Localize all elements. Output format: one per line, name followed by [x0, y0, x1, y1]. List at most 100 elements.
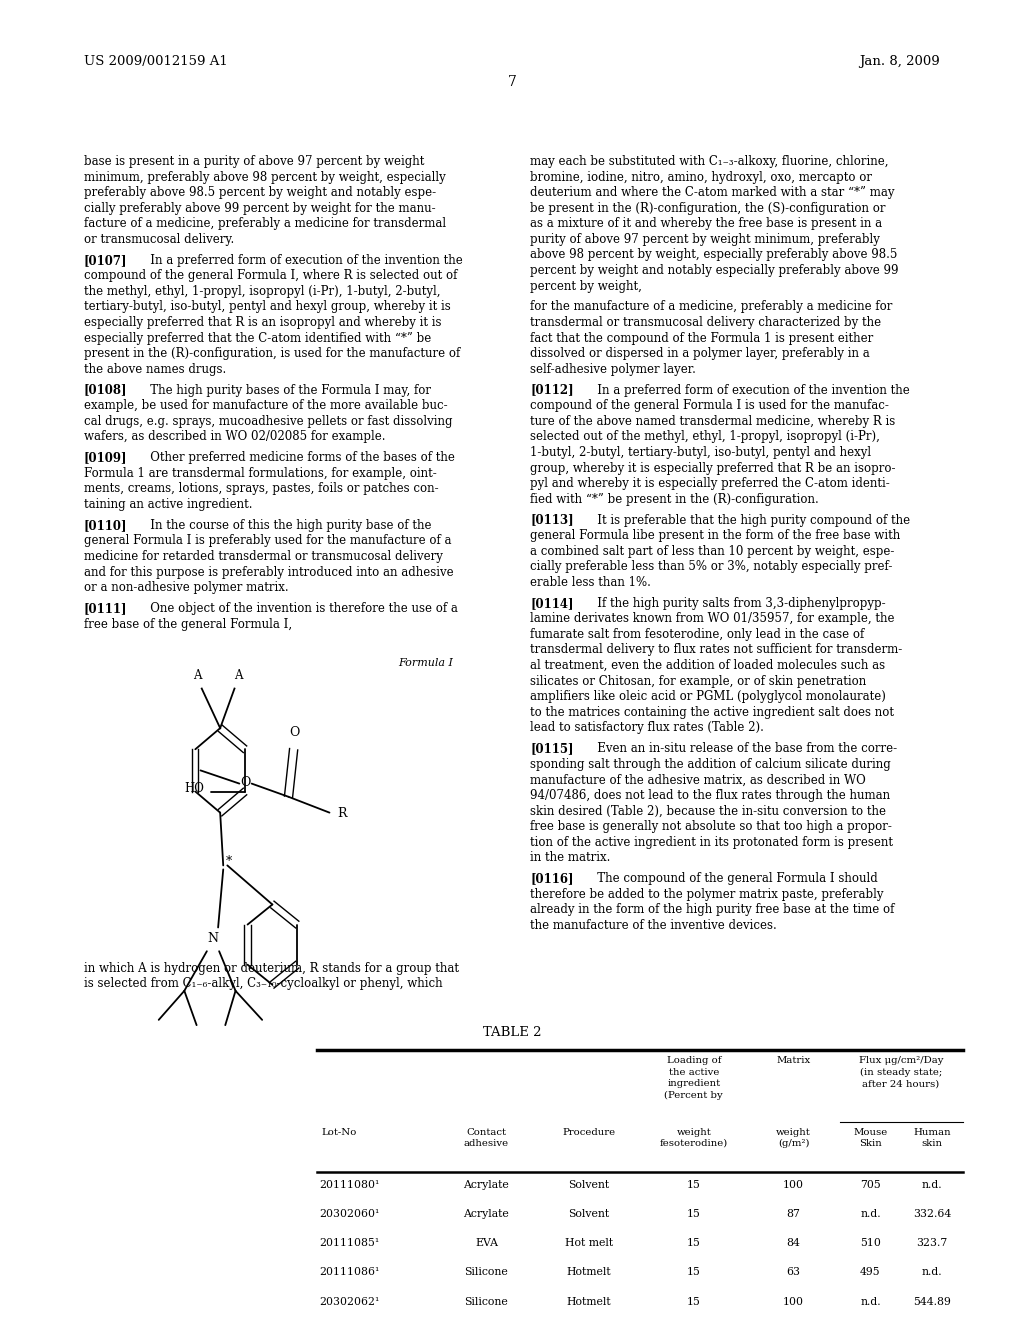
Text: 510: 510: [860, 1238, 881, 1249]
Text: EVA: EVA: [475, 1238, 498, 1249]
Text: percent by weight and notably especially preferably above 99: percent by weight and notably especially…: [530, 264, 899, 277]
Text: n.d.: n.d.: [860, 1209, 881, 1220]
Text: al treatment, even the addition of loaded molecules such as: al treatment, even the addition of loade…: [530, 659, 886, 672]
Text: the methyl, ethyl, 1-propyl, isopropyl (i-Pr), 1-butyl, 2-butyl,: the methyl, ethyl, 1-propyl, isopropyl (…: [84, 285, 440, 298]
Text: Hotmelt: Hotmelt: [566, 1267, 611, 1278]
Text: a combined salt part of less than 10 percent by weight, espe-: a combined salt part of less than 10 per…: [530, 545, 895, 557]
Text: In a preferred form of execution of the invention the: In a preferred form of execution of the …: [586, 384, 909, 396]
Text: O: O: [290, 726, 300, 739]
Text: cially preferable less than 5% or 3%, notably especially pref-: cially preferable less than 5% or 3%, no…: [530, 560, 893, 573]
Text: for the manufacture of a medicine, preferably a medicine for: for the manufacture of a medicine, prefe…: [530, 301, 893, 313]
Text: Solvent: Solvent: [568, 1180, 609, 1191]
Text: 87: 87: [786, 1209, 801, 1220]
Text: US 2009/0012159 A1: US 2009/0012159 A1: [84, 55, 227, 69]
Text: A: A: [194, 669, 202, 682]
Text: example, be used for manufacture of the more available buc-: example, be used for manufacture of the …: [84, 399, 447, 412]
Text: 94/07486, does not lead to the flux rates through the human: 94/07486, does not lead to the flux rate…: [530, 789, 891, 801]
Text: fact that the compound of the Formula 1 is present either: fact that the compound of the Formula 1 …: [530, 331, 873, 345]
Text: 20111085¹: 20111085¹: [319, 1238, 380, 1249]
Text: Matrix: Matrix: [776, 1056, 811, 1065]
Text: n.d.: n.d.: [922, 1267, 942, 1278]
Text: Contact
adhesive: Contact adhesive: [464, 1127, 509, 1148]
Text: [0115]: [0115]: [530, 742, 573, 755]
Text: Jan. 8, 2009: Jan. 8, 2009: [859, 55, 940, 69]
Text: Mouse
Skin: Mouse Skin: [853, 1127, 888, 1148]
Text: 15: 15: [687, 1296, 700, 1307]
Text: Other preferred medicine forms of the bases of the: Other preferred medicine forms of the ba…: [139, 451, 455, 465]
Text: as a mixture of it and whereby the free base is present in a: as a mixture of it and whereby the free …: [530, 218, 883, 230]
Text: Silicone: Silicone: [465, 1296, 508, 1307]
Text: 323.7: 323.7: [916, 1238, 947, 1249]
Text: the manufacture of the inventive devices.: the manufacture of the inventive devices…: [530, 919, 777, 932]
Text: Human
skin: Human skin: [913, 1127, 950, 1148]
Text: skin desired (Table 2), because the in-situ conversion to the: skin desired (Table 2), because the in-s…: [530, 804, 887, 817]
Text: taining an active ingredient.: taining an active ingredient.: [84, 498, 253, 511]
Text: ture of the above named transdermal medicine, whereby R is: ture of the above named transdermal medi…: [530, 414, 896, 428]
Text: or transmucosal delivery.: or transmucosal delivery.: [84, 232, 234, 246]
Text: tion of the active ingredient in its protonated form is present: tion of the active ingredient in its pro…: [530, 836, 893, 849]
Text: 15: 15: [687, 1238, 700, 1249]
Text: [0109]: [0109]: [84, 451, 127, 465]
Text: 705: 705: [860, 1180, 881, 1191]
Text: 15: 15: [687, 1209, 700, 1220]
Text: 63: 63: [786, 1267, 801, 1278]
Text: [0113]: [0113]: [530, 513, 574, 527]
Text: selected out of the methyl, ethyl, 1-propyl, isopropyl (i-Pr),: selected out of the methyl, ethyl, 1-pro…: [530, 430, 881, 444]
Text: compound of the general Formula I, where R is selected out of: compound of the general Formula I, where…: [84, 269, 458, 282]
Text: Loading of
the active
ingredient
(Percent by: Loading of the active ingredient (Percen…: [665, 1056, 723, 1100]
Text: weight
fesoterodine): weight fesoterodine): [659, 1127, 728, 1148]
Text: already in the form of the high purity free base at the time of: already in the form of the high purity f…: [530, 903, 895, 916]
Text: purity of above 97 percent by weight minimum, preferably: purity of above 97 percent by weight min…: [530, 232, 881, 246]
Text: Formula I: Formula I: [397, 659, 453, 668]
Text: ments, creams, lotions, sprays, pastes, foils or patches con-: ments, creams, lotions, sprays, pastes, …: [84, 482, 438, 495]
Text: [0114]: [0114]: [530, 597, 573, 610]
Text: Procedure: Procedure: [562, 1127, 615, 1137]
Text: preferably above 98.5 percent by weight and notably espe-: preferably above 98.5 percent by weight …: [84, 186, 436, 199]
Text: tertiary-butyl, iso-butyl, pentyl and hexyl group, whereby it is: tertiary-butyl, iso-butyl, pentyl and he…: [84, 301, 451, 313]
Text: Lot-No: Lot-No: [322, 1127, 357, 1137]
Text: wafers, as described in WO 02/02085 for example.: wafers, as described in WO 02/02085 for …: [84, 430, 385, 444]
Text: O: O: [241, 776, 251, 789]
Text: HO: HO: [184, 783, 204, 796]
Text: dissolved or dispersed in a polymer layer, preferably in a: dissolved or dispersed in a polymer laye…: [530, 347, 870, 360]
Text: It is preferable that the high purity compound of the: It is preferable that the high purity co…: [586, 513, 910, 527]
Text: Flux μg/cm²/Day
(in steady state;
after 24 hours): Flux μg/cm²/Day (in steady state; after …: [859, 1056, 943, 1089]
Text: n.d.: n.d.: [922, 1180, 942, 1191]
Text: 15: 15: [687, 1267, 700, 1278]
Text: erable less than 1%.: erable less than 1%.: [530, 576, 651, 589]
Text: TABLE 2: TABLE 2: [482, 1026, 542, 1039]
Text: the above names drugs.: the above names drugs.: [84, 363, 226, 376]
Text: free base of the general Formula I,: free base of the general Formula I,: [84, 618, 292, 631]
Text: 495: 495: [860, 1267, 881, 1278]
Text: especially preferred that R is an isopropyl and whereby it is: especially preferred that R is an isopro…: [84, 315, 441, 329]
Text: [0116]: [0116]: [530, 873, 573, 884]
Text: A: A: [234, 669, 243, 682]
Text: 20111086¹: 20111086¹: [319, 1267, 380, 1278]
Text: amplifiers like oleic acid or PGML (polyglycol monolaurate): amplifiers like oleic acid or PGML (poly…: [530, 690, 887, 704]
Text: lead to satisfactory flux rates (Table 2).: lead to satisfactory flux rates (Table 2…: [530, 721, 764, 734]
Text: 544.89: 544.89: [913, 1296, 950, 1307]
Text: Silicone: Silicone: [465, 1267, 508, 1278]
Text: be present in the (R)-configuration, the (S)-configuration or: be present in the (R)-configuration, the…: [530, 202, 886, 215]
Text: One object of the invention is therefore the use of a: One object of the invention is therefore…: [139, 602, 458, 615]
Text: silicates or Chitosan, for example, or of skin penetration: silicates or Chitosan, for example, or o…: [530, 675, 866, 688]
Text: The compound of the general Formula I should: The compound of the general Formula I sh…: [586, 873, 878, 884]
Text: and for this purpose is preferably introduced into an adhesive: and for this purpose is preferably intro…: [84, 565, 454, 578]
Text: *: *: [226, 855, 232, 869]
Text: facture of a medicine, preferably a medicine for transdermal: facture of a medicine, preferably a medi…: [84, 218, 446, 230]
Text: Acrylate: Acrylate: [464, 1180, 509, 1191]
Text: minimum, preferably above 98 percent by weight, especially: minimum, preferably above 98 percent by …: [84, 170, 445, 183]
Text: or a non-adhesive polymer matrix.: or a non-adhesive polymer matrix.: [84, 581, 289, 594]
Text: is selected from C₁₋₆-alkyl, C₃₋₁₀-cycloalkyl or phenyl, which: is selected from C₁₋₆-alkyl, C₃₋₁₀-cyclo…: [84, 977, 442, 990]
Text: above 98 percent by weight, especially preferably above 98.5: above 98 percent by weight, especially p…: [530, 248, 898, 261]
Text: transdermal delivery to flux rates not sufficient for transderm-: transdermal delivery to flux rates not s…: [530, 643, 903, 656]
Text: Even an in-situ release of the base from the corre-: Even an in-situ release of the base from…: [586, 742, 897, 755]
Text: 1-butyl, 2-butyl, tertiary-butyl, iso-butyl, pentyl and hexyl: 1-butyl, 2-butyl, tertiary-butyl, iso-bu…: [530, 446, 871, 459]
Text: weight
(g/m²): weight (g/m²): [776, 1127, 811, 1148]
Text: in which A is hydrogen or deuterium, R stands for a group that: in which A is hydrogen or deuterium, R s…: [84, 962, 459, 974]
Text: Acrylate: Acrylate: [464, 1209, 509, 1220]
Text: 7: 7: [508, 75, 516, 88]
Text: bromine, iodine, nitro, amino, hydroxyl, oxo, mercapto or: bromine, iodine, nitro, amino, hydroxyl,…: [530, 170, 872, 183]
Text: self-adhesive polymer layer.: self-adhesive polymer layer.: [530, 363, 696, 376]
Text: 100: 100: [783, 1180, 804, 1191]
